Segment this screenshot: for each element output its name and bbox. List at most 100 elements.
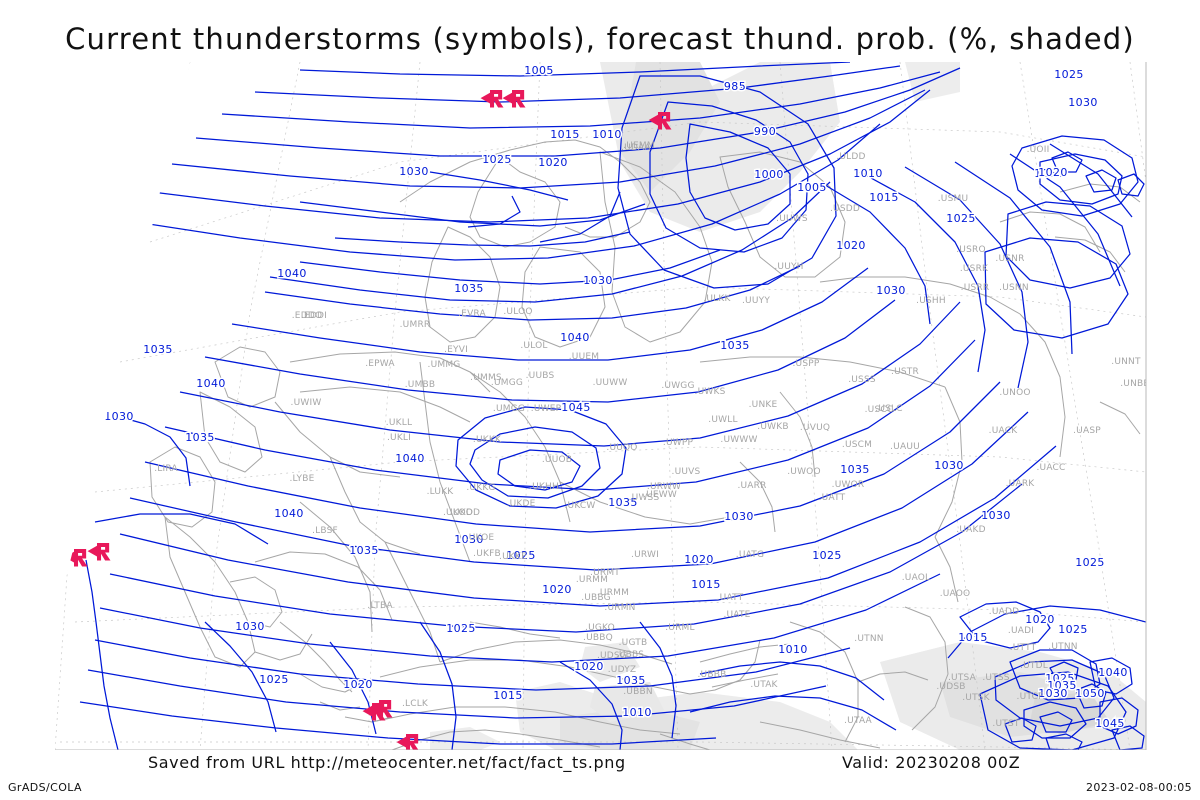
isobar-label: 1010	[778, 643, 808, 656]
station-label: .UMGG	[493, 404, 525, 414]
station-label: .UMRR	[400, 320, 431, 330]
station-label: .UASP	[1073, 426, 1101, 436]
station-label: .USCC	[865, 405, 894, 415]
station-label: .UNNT	[1111, 357, 1141, 367]
station-label: .UWSS	[629, 493, 660, 503]
isobar-label: 1020	[343, 678, 373, 691]
station-label: .USSS	[848, 375, 876, 385]
station-label: .USCM	[842, 440, 872, 450]
thunderstorm-symbol	[64, 549, 88, 567]
station-label: .UKOO	[443, 508, 473, 518]
station-label: .UATT	[717, 593, 744, 603]
station-label: .UUOO	[606, 443, 637, 453]
station-label: .USNN	[999, 283, 1029, 293]
isobar-label: 1050	[1034, 167, 1064, 180]
station-label: .UKKG	[466, 483, 495, 493]
station-label: .UMBB	[405, 380, 436, 390]
thunderstorm-symbol	[480, 90, 504, 108]
station-label: .USLC	[875, 404, 902, 414]
station-label: .UWOO	[787, 467, 821, 477]
station-label: .UATE	[723, 610, 750, 620]
station-label: .LIRA	[154, 464, 178, 474]
station-label: .UVUQ	[800, 423, 830, 433]
isobar-label: 1040	[277, 267, 307, 280]
thunderstorm-symbol	[502, 90, 526, 108]
station-label: .UWKB	[757, 422, 788, 432]
isobar-label: 1030	[876, 284, 906, 297]
isobar-label: 1020	[542, 583, 572, 596]
station-label: .UBBG	[581, 593, 611, 603]
station-label: .URMN	[604, 603, 635, 613]
station-label: .UKFB	[473, 549, 501, 559]
station-label: .UARK	[1006, 479, 1036, 489]
isobar-label: 1040	[395, 452, 425, 465]
isobar-label: 1030	[724, 510, 754, 523]
station-label: .LTBA	[367, 601, 393, 611]
isobar-label: 1020	[538, 156, 568, 169]
station-label: .UKLI	[387, 433, 411, 443]
isobar-label: 1010	[622, 706, 652, 719]
station-label: .UTSA	[948, 673, 977, 683]
isobar-label: 1015	[493, 689, 523, 702]
station-label: .UAOL	[902, 573, 931, 583]
station-label: .USPP	[792, 359, 819, 369]
isobar-label: 1015	[691, 578, 721, 591]
station-label: .USRK	[960, 264, 989, 274]
station-label: .UUVS	[672, 467, 701, 477]
isobar-label: 1030	[399, 165, 429, 178]
station-label: .UATT	[819, 493, 846, 503]
isobar-label: 1030	[1038, 687, 1068, 700]
isobar-label: 1025	[1045, 672, 1075, 685]
timestamp-label: 2023-02-08-00:05	[1086, 781, 1192, 794]
isobar-label: 1035	[454, 282, 484, 295]
station-label: .UMMS	[470, 373, 502, 383]
isobar-label: 1015	[958, 631, 988, 644]
isobar-label: 1025	[446, 622, 476, 635]
isobar-label: 1025	[259, 673, 289, 686]
station-label: .URML	[665, 623, 694, 633]
station-label: .LUKK	[427, 487, 455, 497]
isobar-label: 1030	[934, 459, 964, 472]
isobar-label: 1000	[754, 168, 784, 181]
station-label: .UAKD	[956, 525, 985, 535]
isobar-label: 1015	[550, 128, 580, 141]
isobar-label: 1020	[684, 553, 714, 566]
station-label: .UEWW	[643, 490, 677, 500]
station-label: .UWWW	[720, 435, 757, 445]
station-label: .URWW	[647, 482, 681, 492]
isobar-label: 1025	[1054, 68, 1084, 81]
station-label: .UWEP	[531, 404, 562, 414]
station-label: .UKOE	[466, 533, 495, 543]
map-border	[55, 62, 1147, 750]
valid-time-label: Valid: 20230208 00Z	[842, 753, 1021, 772]
isobar-label: 1025	[1058, 623, 1088, 636]
station-label: .UMGG	[491, 378, 523, 388]
station-label: .UMMG	[428, 360, 461, 370]
station-label: .USRO	[956, 245, 986, 255]
isobar-label: 1050	[1075, 687, 1105, 700]
station-label: .UARR	[737, 481, 766, 491]
station-label: .UNKE	[749, 400, 778, 410]
thunderstorm-symbol	[87, 543, 111, 561]
isobar-label: 1030	[235, 620, 265, 633]
station-label: .UWOR	[832, 480, 865, 490]
station-label: .UADI	[1008, 626, 1034, 636]
station-label: .UBBN	[623, 687, 653, 697]
station-label: .UWGG	[661, 381, 694, 391]
isobar-label: 1030	[981, 509, 1011, 522]
station-label: .UKDD	[450, 508, 480, 518]
station-label: .EVRA	[458, 309, 486, 319]
isobar-label: 1040	[196, 377, 226, 390]
station-label: .UGTB	[619, 638, 648, 648]
station-label: .URMM	[597, 588, 629, 598]
station-label: .LYBE	[289, 474, 314, 484]
station-label: .UWPP	[663, 438, 694, 448]
station-label: .UKKE	[499, 552, 527, 562]
weather-map: 1005 985 1030 1025 1015 1010 990 1025 1020 1000 10…	[0, 62, 1200, 750]
station-label: .UDYZ	[608, 665, 637, 675]
station-label: .USHH	[916, 296, 946, 306]
isobar-label: 1030	[454, 533, 484, 546]
station-label: .UDAA	[621, 143, 651, 153]
isobar-label: 1010	[853, 167, 883, 180]
